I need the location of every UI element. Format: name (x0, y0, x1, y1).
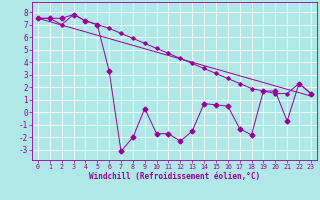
X-axis label: Windchill (Refroidissement éolien,°C): Windchill (Refroidissement éolien,°C) (89, 172, 260, 181)
